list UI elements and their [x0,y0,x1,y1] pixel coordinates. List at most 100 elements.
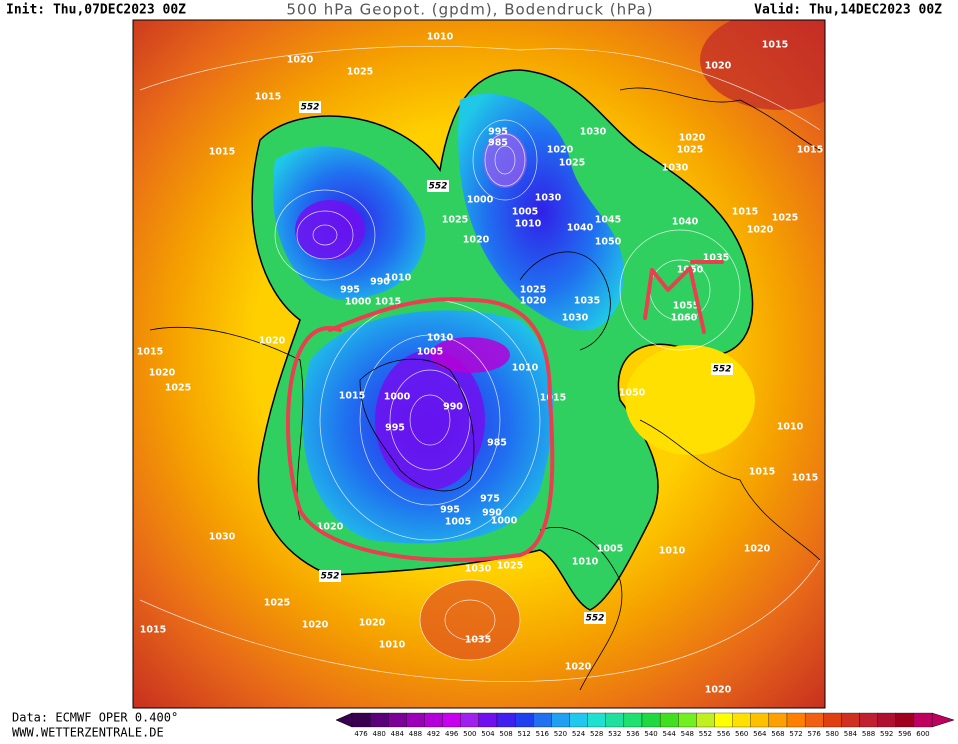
colorbar-label: 504 [481,730,495,738]
isobar-label: 1000 [345,297,372,308]
colorbar-swatch [351,712,371,728]
isobar-label: 1050 [595,237,622,248]
isobar-label: 1015 [540,393,566,404]
height-label: 552 [301,103,320,113]
isobar-label: 1020 [705,61,732,72]
hand-drawn-m [643,260,724,334]
isobar-label: 1030 [209,532,236,543]
isobar-label: 985 [488,138,508,149]
colorbar-swatch [641,712,661,728]
isobar-label: 1045 [595,215,621,226]
height-label-box [427,180,449,192]
colorbar-swatch [478,712,498,728]
colorbar-swatch [442,712,461,728]
colorbar-swatch [678,712,697,728]
colorbar-swatch [533,712,552,728]
colorbar-swatch [496,712,516,728]
isobar-label: 1060 [671,313,698,324]
isobar-label: 1015 [749,467,775,478]
colorbar-label: 552 [699,730,712,738]
isobar-label: 1010 [515,219,542,230]
high-cell [700,20,825,110]
colorbar-label: 520 [554,730,567,738]
colorbar-swatch [768,712,788,728]
map-area: 1010101510201025102010151015995985102010… [133,20,825,708]
colorbar-label: 524 [572,730,586,738]
isobar-label: 1005 [597,544,623,555]
colorbar-swatch [605,712,625,728]
height-label: 552 [713,365,732,375]
isobar-label: 1025 [347,67,373,78]
isobar-label: 1020 [747,225,774,236]
isobar-label: 1020 [259,336,286,347]
isobar-label: 1020 [463,235,490,246]
colorbar: 476 480 484 488 492 496 500 504 508 512 516 520 524 5… [335,712,955,738]
isobar-label: 1020 [547,145,574,156]
isobar-label: 1015 [762,40,788,51]
colorbar-swatch [424,712,443,728]
isobar-label: 1010 [427,333,454,344]
isobar-label: 975 [480,494,500,505]
colorbar-swatch [750,712,770,728]
colorbar-label: 580 [826,730,839,738]
colorbar-swatch [786,712,806,728]
colorbar-swatch [804,712,824,728]
colorbar-label: 532 [608,730,621,738]
colorbar-label: 544 [663,730,677,738]
colorbar-label: 592 [880,730,893,738]
map-frame [132,19,826,709]
colorbar-swatch [841,712,860,728]
colorbar-label: 508 [499,730,512,738]
isobar-label: 990 [370,277,390,288]
isobar-label: 1025 [677,145,703,156]
colorbar-label: 600 [916,730,929,738]
isobar-label: 1020 [520,296,547,307]
colorbar-swatch [732,712,751,728]
colorbar-swatch [514,712,534,728]
low-center [375,350,485,490]
height-label-box [299,101,321,113]
isobar-label: 1010 [572,557,599,568]
colorbar-swatch [406,712,425,728]
colorbar-label: 528 [590,730,603,738]
isobar-label: 1025 [772,213,798,224]
colorbar-label: 480 [373,730,386,738]
colorbar-label: 588 [862,730,875,738]
valid-time: Valid: Thu,14DEC2023 00Z [754,3,942,18]
colorbar-label: 576 [808,730,822,738]
isobar-label: 1015 [732,207,758,218]
init-time: Init: Thu,07DEC2023 00Z [6,3,186,18]
isobar-label: 1015 [140,625,166,636]
isobar-label: 1020 [679,133,706,144]
height-label: 552 [586,614,605,624]
colorbar-swatch [460,712,480,728]
isobar-label: 1020 [317,522,344,533]
colorbar-label: 484 [391,730,405,738]
isobar-label: 1020 [744,544,771,555]
colorbar-label: 584 [844,730,858,738]
colorbar-label: 488 [409,730,422,738]
height-label-box [584,612,606,624]
colorbar-label: 556 [717,730,731,738]
colorbar-swatch [877,712,896,728]
isobar-label: 1030 [465,564,492,575]
isobar-label: 1055 [673,301,699,312]
isobar-label: 995 [440,505,460,516]
height-label: 552 [429,182,448,192]
isobar-label: 1040 [567,223,594,234]
isobar-label: 1025 [165,383,191,394]
isobar-label: 1030 [662,163,689,174]
ridge [625,345,755,455]
isobar-label: 1040 [672,217,699,228]
isobar-label: 1010 [512,363,539,374]
high-cell [420,580,520,660]
colorbar-label: 560 [735,730,748,738]
isobar-label: 1000 [491,516,518,527]
isobar-label: 1035 [703,253,729,264]
colorbar-label: 516 [536,730,550,738]
isobar-label: 1015 [339,391,365,402]
isobar-label: 1025 [264,598,290,609]
hand-drawn-circle [286,297,555,562]
